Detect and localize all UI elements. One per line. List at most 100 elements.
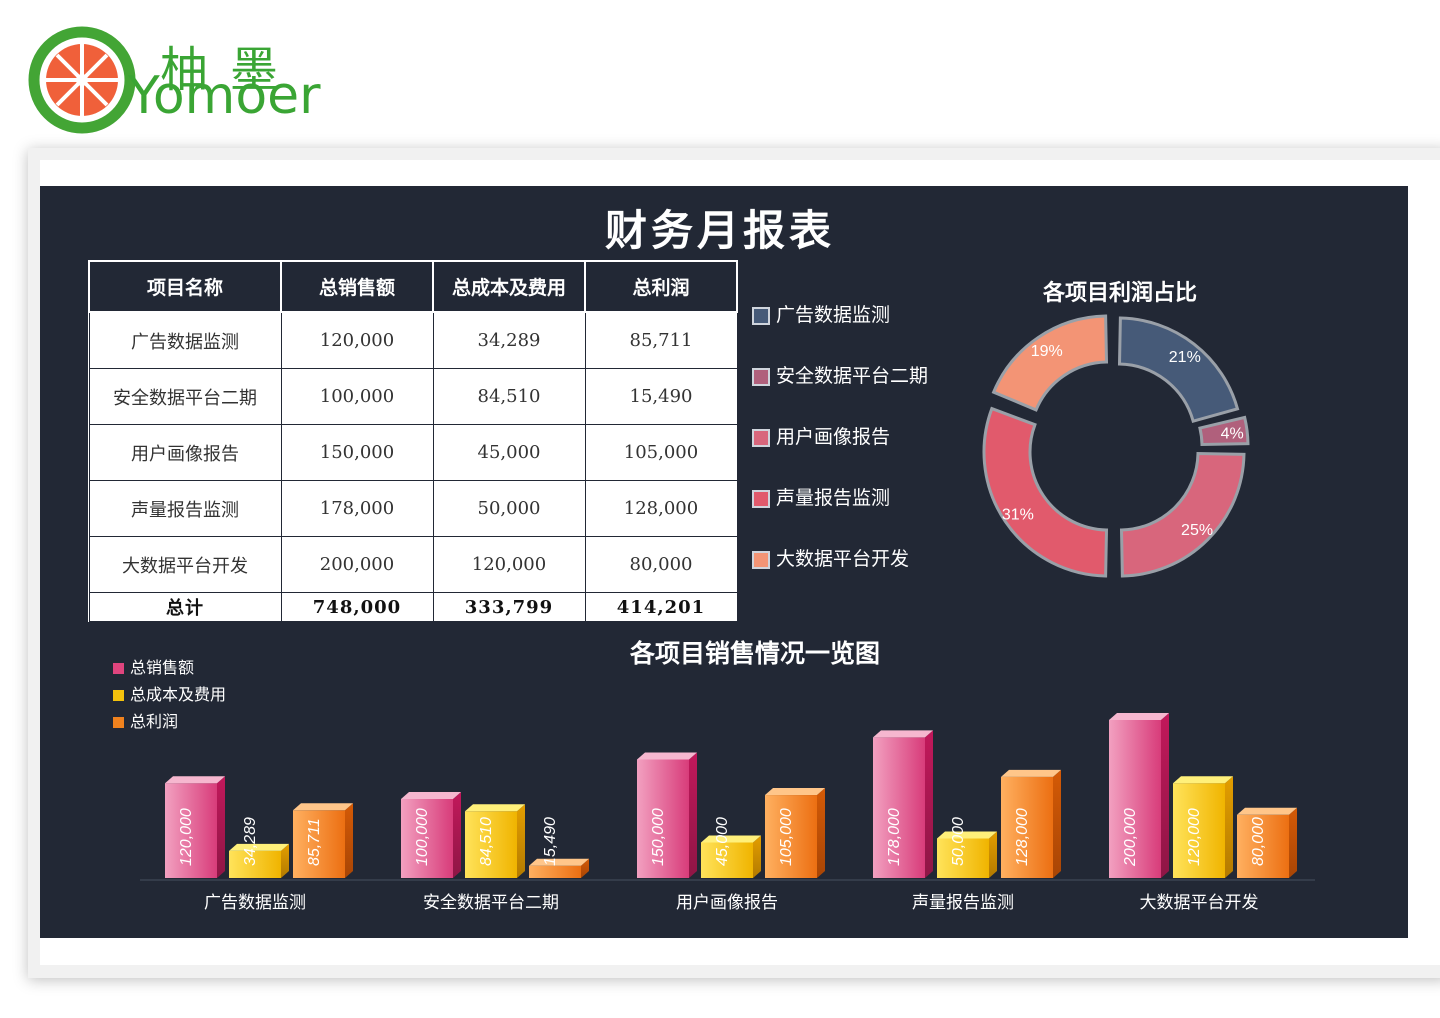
column-header: 总利润 <box>584 260 738 313</box>
profit-cell: 80,000 <box>584 536 738 593</box>
sales-cell: 100,000 <box>280 368 434 425</box>
logo-english-text: Yomoer <box>128 66 321 126</box>
bar-data-label: 15,490 <box>542 817 559 866</box>
table-row: 广告数据监测 120,000 34,289 85,711 <box>88 311 738 369</box>
table-row: 声量报告监测 178,000 50,000 128,000 <box>88 480 738 537</box>
pie-slice <box>982 406 1109 578</box>
bar-data-label: 105,000 <box>778 808 795 866</box>
profit-cell: 128,000 <box>584 480 738 537</box>
total-profit-cell: 414,201 <box>584 592 738 622</box>
bar-data-label: 178,000 <box>886 808 903 866</box>
legend-label: 声量报告监测 <box>776 487 891 509</box>
bar-data-label: 100,000 <box>414 808 431 866</box>
cost-cell: 34,289 <box>432 311 586 369</box>
bar-data-label: 128,000 <box>1014 808 1031 866</box>
pie-legend-item: 安全数据平台二期 <box>752 361 928 388</box>
bar-data-label: 80,000 <box>1250 817 1267 866</box>
pie-legend-item: 用户画像报告 <box>752 422 890 449</box>
legend-label: 总成本及费用 <box>130 685 227 704</box>
bar <box>1001 769 1061 878</box>
bar <box>401 792 461 878</box>
legend-swatch <box>113 690 124 701</box>
pie-data-label: 21% <box>1169 349 1201 366</box>
bar <box>765 788 825 878</box>
legend-swatch <box>113 717 124 728</box>
legend-swatch <box>752 306 770 325</box>
pie-chart-title: 各项目利润占比 <box>1042 281 1197 306</box>
bar <box>1237 807 1297 878</box>
legend-label: 总利润 <box>130 712 179 731</box>
bar-data-label: 150,000 <box>650 808 667 866</box>
cost-cell: 84,510 <box>432 368 586 425</box>
x-tick-label: 声量报告监测 <box>912 893 1014 913</box>
logo-chinese-text: 柚墨 <box>160 42 301 98</box>
bar <box>701 835 761 878</box>
bar <box>873 730 933 878</box>
finance-table: 项目名称 总销售额 总成本及费用 总利润 广告数据监测 120,000 34,2… <box>88 260 738 622</box>
column-header: 总成本及费用 <box>432 260 586 313</box>
legend-swatch <box>752 428 770 447</box>
grapefruit-logo-icon <box>28 26 136 134</box>
table-header-row: 项目名称 总销售额 总成本及费用 总利润 <box>88 260 738 313</box>
bar <box>1173 776 1233 878</box>
x-tick-label: 用户画像报告 <box>676 893 778 913</box>
bar-legend-item: 总成本及费用 <box>113 681 226 705</box>
bar-legend-item: 总利润 <box>113 708 178 732</box>
x-tick-label: 安全数据平台二期 <box>423 893 559 913</box>
bar <box>529 858 589 878</box>
bar <box>937 831 997 878</box>
bar-data-label: 85,711 <box>306 818 323 866</box>
profit-cell: 85,711 <box>584 311 738 369</box>
column-header: 项目名称 <box>88 260 282 313</box>
project-name-cell: 广告数据监测 <box>88 311 282 369</box>
pie-slice <box>991 314 1109 412</box>
bar-data-label: 45,000 <box>714 817 731 866</box>
legend-swatch <box>752 550 770 569</box>
legend-swatch <box>752 367 770 386</box>
project-name-cell: 用户画像报告 <box>88 424 282 481</box>
x-tick-label: 广告数据监测 <box>204 893 306 913</box>
pie-legend-item: 大数据平台开发 <box>752 544 909 571</box>
pie-legend-item: 声量报告监测 <box>752 483 890 510</box>
pie-slice <box>1198 415 1250 447</box>
legend-label: 总销售额 <box>130 658 195 677</box>
sales-cell: 150,000 <box>280 424 434 481</box>
bar-data-label: 200,000 <box>1122 808 1139 867</box>
pie-legend-item: 广告数据监测 <box>752 300 890 327</box>
total-row: 总计 748,000 333,799 414,201 <box>88 592 738 622</box>
bar <box>637 752 697 878</box>
bar <box>465 804 525 878</box>
bar-data-label: 34,289 <box>242 817 259 866</box>
column-header: 总销售额 <box>280 260 434 313</box>
pie-data-label: 31% <box>1002 506 1034 523</box>
cost-cell: 45,000 <box>432 424 586 481</box>
bar-data-label: 120,000 <box>178 808 195 866</box>
legend-label: 广告数据监测 <box>776 304 891 326</box>
profit-share-donut: 21% 4% 25% 31% 19% <box>982 314 1250 578</box>
pie-slice <box>1119 451 1246 578</box>
sales-cell: 178,000 <box>280 480 434 537</box>
legend-label: 大数据平台开发 <box>776 548 910 570</box>
project-name-cell: 安全数据平台二期 <box>88 368 282 425</box>
bar-data-label: 50,000 <box>950 817 967 866</box>
legend-label: 安全数据平台二期 <box>776 365 929 387</box>
total-label-cell: 总计 <box>88 592 282 622</box>
pie-data-label: 4% <box>1221 425 1244 442</box>
bar <box>1109 713 1169 878</box>
bar <box>229 843 289 878</box>
bar-legend-item: 总销售额 <box>113 654 194 678</box>
total-sales-cell: 748,000 <box>280 592 434 622</box>
pie-data-label: 19% <box>1031 343 1063 360</box>
bar <box>293 803 353 878</box>
bar <box>165 776 225 878</box>
pie-data-label: 25% <box>1181 522 1213 539</box>
report-title: 财务月报表 <box>604 206 835 255</box>
table-row: 大数据平台开发 200,000 120,000 80,000 <box>88 536 738 593</box>
table-row: 安全数据平台二期 100,000 84,510 15,490 <box>88 368 738 425</box>
total-cost-cell: 333,799 <box>432 592 586 622</box>
bar-chart-title: 各项目销售情况一览图 <box>629 639 880 668</box>
bar-data-label: 120,000 <box>1186 808 1203 866</box>
legend-swatch <box>752 489 770 508</box>
project-name-cell: 大数据平台开发 <box>88 536 282 593</box>
